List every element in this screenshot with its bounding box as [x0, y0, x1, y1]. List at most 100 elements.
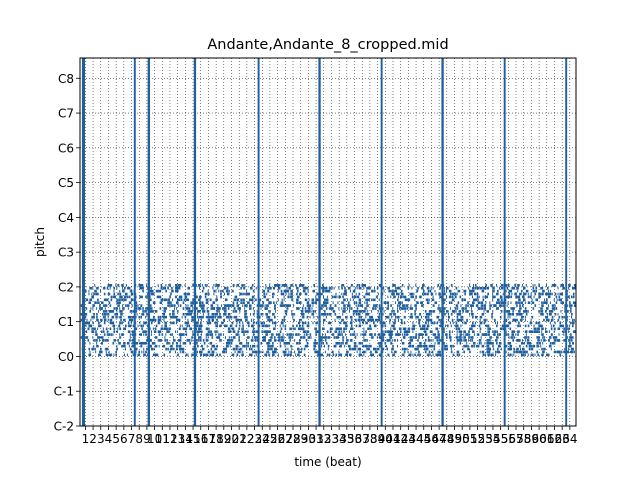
note-mark	[337, 301, 339, 304]
note-mark	[482, 286, 484, 290]
note-mark	[266, 312, 268, 316]
note-mark	[150, 292, 153, 296]
note-mark	[200, 304, 204, 307]
note-mark	[535, 330, 539, 333]
note-mark	[323, 321, 325, 325]
note-mark	[343, 307, 346, 310]
note-mark	[391, 341, 393, 345]
note-mark	[514, 292, 517, 296]
note-mark	[306, 344, 309, 348]
note-mark	[235, 347, 238, 351]
note-mark	[371, 298, 373, 302]
note-mark	[487, 292, 489, 296]
note-mark	[332, 307, 334, 310]
note-mark	[411, 312, 413, 316]
note-mark	[437, 350, 439, 354]
note-mark	[392, 339, 394, 342]
note-mark	[157, 339, 159, 342]
note-mark	[244, 310, 247, 313]
note-mark	[532, 289, 536, 293]
note-mark	[493, 347, 495, 351]
note-mark	[260, 350, 262, 354]
note-mark	[520, 318, 523, 322]
note-mark	[399, 330, 402, 333]
note-mark	[418, 336, 420, 339]
plot-area	[79, 57, 577, 427]
note-mark	[369, 344, 372, 348]
note-mark	[492, 330, 494, 333]
note-mark	[439, 295, 442, 299]
note-mark	[242, 327, 244, 331]
note-mark	[94, 289, 97, 293]
note-mark	[135, 295, 137, 299]
note-mark	[266, 298, 269, 302]
note-mark	[339, 344, 342, 348]
note-mark	[291, 284, 293, 287]
note-mark	[498, 301, 501, 304]
note-mark	[492, 344, 494, 348]
note-mark	[377, 333, 381, 336]
note-mark	[331, 350, 334, 354]
note-mark	[190, 327, 192, 331]
note-mark	[435, 292, 437, 296]
note-mark	[366, 339, 368, 342]
note-mark	[80, 304, 83, 307]
note-mark	[235, 315, 238, 319]
note-mark	[158, 289, 162, 293]
note-mark	[366, 307, 368, 310]
y-tick-label: C4	[58, 211, 74, 225]
note-mark	[342, 312, 344, 316]
note-mark	[571, 341, 573, 345]
note-mark	[178, 318, 180, 322]
note-mark	[300, 318, 302, 322]
note-mark	[552, 324, 555, 328]
note-mark	[285, 347, 287, 351]
note-mark	[426, 353, 428, 357]
note-mark	[524, 350, 526, 354]
note-mark	[456, 339, 459, 342]
note-mark	[135, 350, 137, 354]
note-mark	[390, 336, 392, 339]
note-mark	[115, 350, 117, 354]
note-mark	[107, 339, 109, 342]
note-mark	[434, 341, 436, 345]
note-mark	[169, 341, 171, 345]
note-mark	[485, 295, 489, 299]
note-mark	[488, 324, 490, 328]
note-mark	[432, 295, 434, 299]
note-mark	[266, 350, 268, 354]
note-mark	[398, 307, 401, 310]
note-mark	[522, 347, 525, 351]
note-mark	[522, 298, 526, 302]
note-mark	[124, 292, 128, 296]
note-mark	[393, 310, 395, 313]
note-mark	[324, 289, 326, 293]
note-mark	[506, 286, 509, 290]
note-mark	[568, 344, 570, 348]
note-mark	[300, 350, 302, 354]
note-mark	[456, 292, 458, 296]
note-mark	[202, 315, 204, 319]
note-mark	[545, 315, 547, 319]
note-mark	[248, 298, 250, 302]
note-mark	[201, 284, 203, 287]
note-mark	[273, 307, 276, 310]
note-mark	[248, 292, 250, 296]
note-mark	[435, 336, 439, 339]
note-mark	[244, 344, 246, 348]
note-mark	[127, 330, 131, 333]
note-mark	[312, 321, 314, 325]
note-mark	[546, 301, 548, 304]
note-mark	[468, 339, 470, 342]
note-mark	[206, 307, 208, 310]
note-mark	[390, 333, 392, 336]
note-mark	[338, 307, 340, 310]
note-mark	[286, 286, 288, 290]
note-mark	[328, 321, 332, 325]
note-mark	[523, 292, 526, 296]
note-mark	[335, 344, 337, 348]
note-mark	[140, 295, 143, 299]
note-mark	[293, 304, 295, 307]
note-mark	[373, 289, 376, 293]
note-mark	[542, 310, 544, 313]
